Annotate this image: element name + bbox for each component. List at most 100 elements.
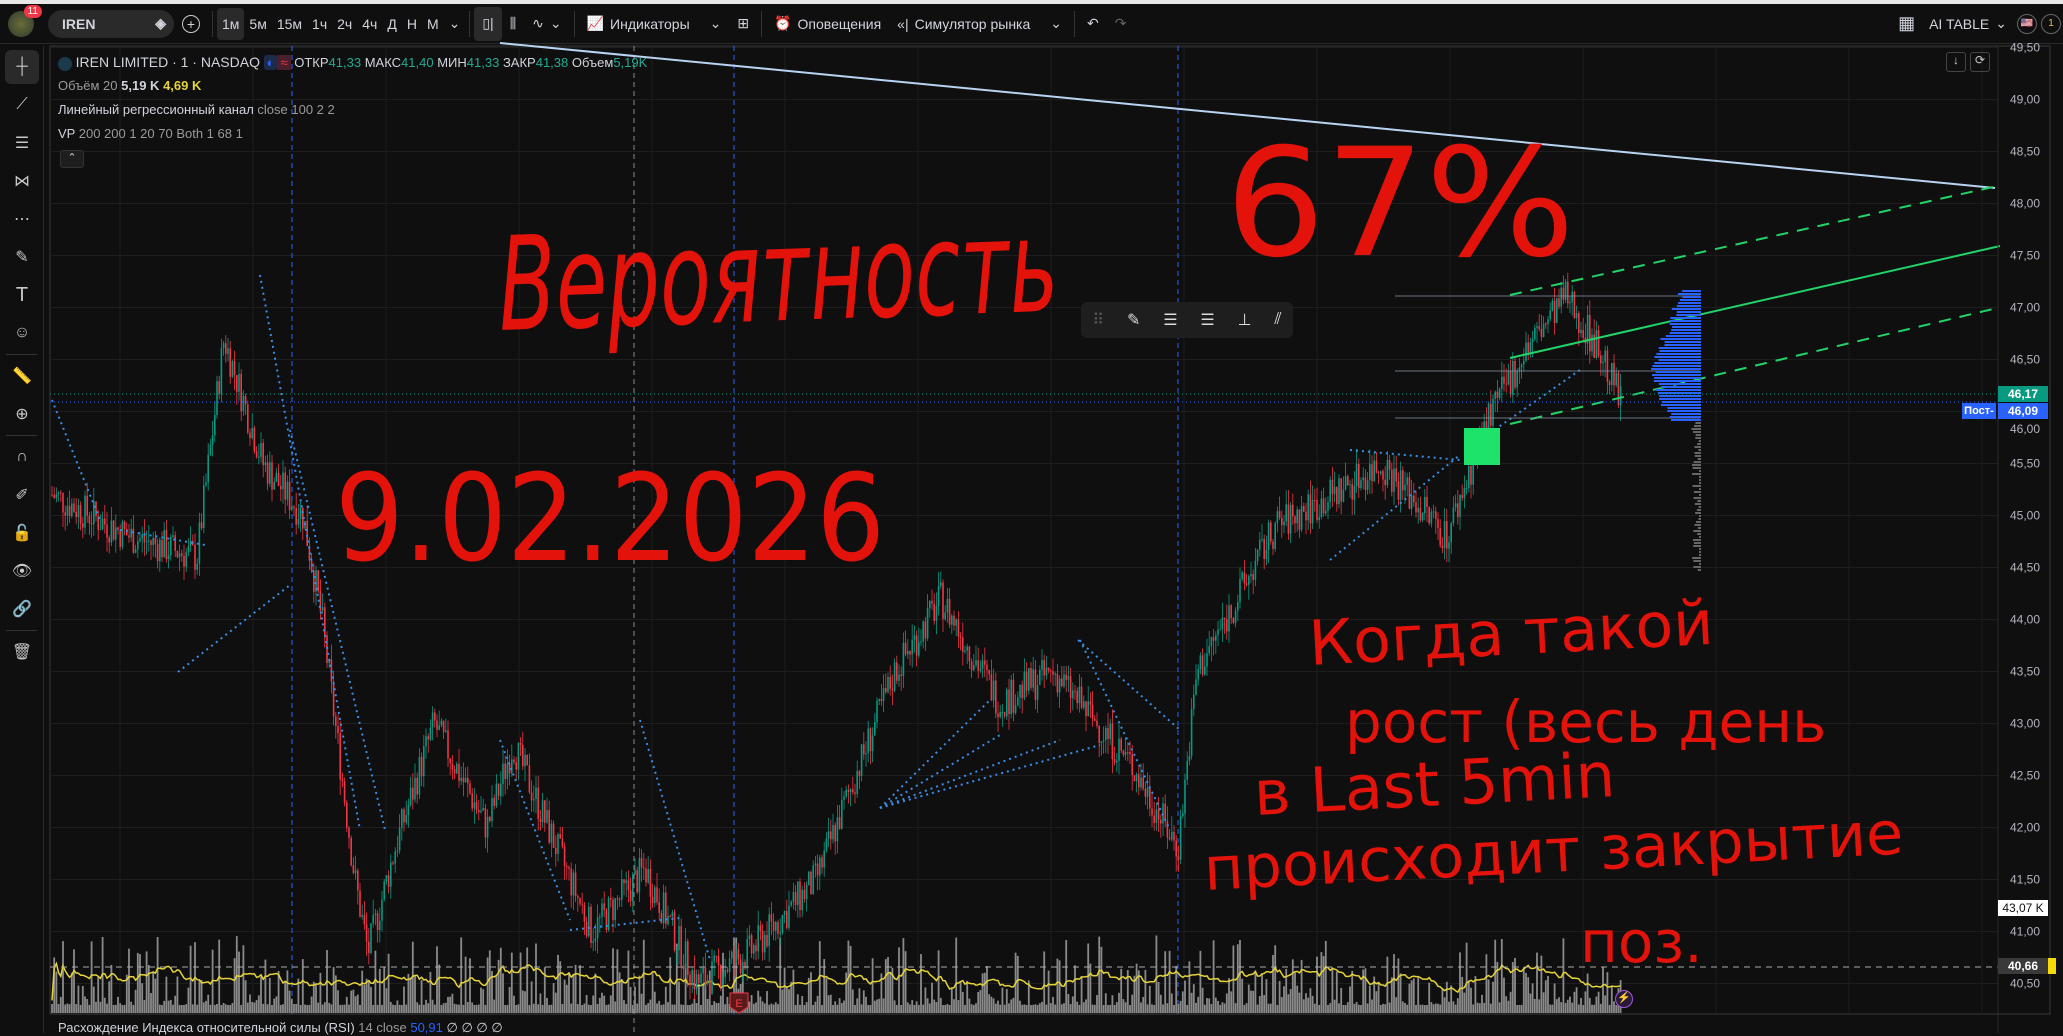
tf-1m[interactable]: 1м <box>217 7 245 40</box>
candle <box>1252 573 1254 580</box>
volume-bar <box>1298 992 1301 1013</box>
diamond-icon[interactable]: ◈ <box>155 15 166 31</box>
ruler-tool[interactable]: 📏 <box>5 359 39 393</box>
flag-button[interactable]: 🇺🇸 <box>2015 7 2039 41</box>
candle <box>1518 367 1521 372</box>
volume-bar <box>1452 1001 1455 1013</box>
dotted-trendline[interactable] <box>1329 454 1461 561</box>
drag-handle-icon[interactable]: ⠿ <box>1092 312 1105 329</box>
price-axis[interactable]: 49,5049,0048,5048,0047,5047,0046,5046,00… <box>2010 41 2040 991</box>
tf-4h[interactable]: 4ч <box>362 15 378 32</box>
forecast-tool[interactable]: ⋯ <box>5 202 39 236</box>
candle <box>440 720 443 726</box>
brush-icon[interactable]: ✎ <box>1126 312 1141 329</box>
dotted-trendline[interactable] <box>1079 639 1171 831</box>
volume-bar <box>1113 1004 1116 1013</box>
emoji-tool[interactable]: ☺ <box>5 316 39 350</box>
earnings-marker[interactable]: E <box>729 992 749 1014</box>
volume-bar <box>95 1001 97 1013</box>
zoom-tool[interactable]: ⊕ <box>5 397 39 431</box>
line-chart-button[interactable]: ∿ ⌄ <box>524 7 569 41</box>
trendline[interactable] <box>499 42 1996 189</box>
indicators-button[interactable]: 📈 Индикаторы ⌄ <box>579 7 730 41</box>
candle <box>185 552 187 567</box>
candle <box>1256 549 1259 561</box>
volume-bar <box>1423 1004 1426 1013</box>
tf-month[interactable]: М <box>426 15 439 32</box>
link-tool[interactable]: 🔗 <box>5 592 39 626</box>
redo-button[interactable]: ↷ <box>1107 7 1135 41</box>
price-range-icon[interactable]: ⊥ <box>1237 312 1252 329</box>
dotted-trendline[interactable] <box>569 917 681 931</box>
reset-scale-button[interactable]: ⟳ <box>1970 52 1990 72</box>
tf-15m[interactable]: 15м <box>276 15 303 32</box>
bars-button[interactable]: ⫼ <box>502 7 524 41</box>
candle <box>1228 605 1230 632</box>
candle <box>1078 686 1081 704</box>
crosshair-tool[interactable]: ┼ <box>5 50 39 84</box>
dotted-trendline[interactable] <box>879 744 1101 809</box>
candle <box>1096 720 1098 726</box>
alerts-button[interactable]: ⏰ Оповещения <box>766 7 889 41</box>
lock-tool[interactable]: 🔓 <box>5 516 39 550</box>
volume-bar <box>356 994 359 1013</box>
volume-bar <box>726 996 729 1013</box>
candle <box>792 891 795 902</box>
volume-bar <box>1373 976 1376 1013</box>
tf-week[interactable]: Н <box>406 15 417 32</box>
dotted-trendline[interactable] <box>1479 369 1581 441</box>
dotted-trendline[interactable] <box>259 274 361 831</box>
fib-tool[interactable]: ☰ <box>5 126 39 160</box>
lock-drawings-tool[interactable]: ✐ <box>5 478 39 512</box>
volume-bar <box>1140 1002 1142 1013</box>
highlight-box[interactable] <box>1464 428 1500 465</box>
account-button[interactable]: 1 <box>2039 7 2063 41</box>
compare-add-button[interactable]: + <box>174 7 208 41</box>
magnet-tool[interactable]: ∩ <box>5 440 39 474</box>
candles-button[interactable]: ▯| <box>474 6 502 41</box>
market-simulator-button[interactable]: «| Симулятор рынка ⌄ <box>889 7 1070 41</box>
collapse-legend-button[interactable]: ⌃ <box>60 150 84 168</box>
tf-2h[interactable]: 2ч <box>337 15 353 32</box>
avatar[interactable]: 11 <box>8 4 42 37</box>
candle <box>247 404 249 433</box>
legend-vp[interactable]: VP 200 200 1 20 70 Both 1 68 1 <box>58 126 243 141</box>
templates-button[interactable]: ⊞ <box>729 7 757 41</box>
legend-title[interactable]: IREN LIMITED · 1 · NASDAQ <box>75 54 260 70</box>
volume-bar <box>1412 978 1415 1013</box>
dotted-trendline[interactable] <box>879 699 991 809</box>
dotted-trendline[interactable] <box>879 739 1061 809</box>
legend-regression[interactable]: Линейный регрессионный канал close 100 2… <box>58 102 335 117</box>
text-tool[interactable]: T <box>5 278 39 312</box>
chevron-down-icon[interactable]: ⌄ <box>448 15 461 31</box>
volume-bar <box>565 984 568 1013</box>
dotted-trendline[interactable] <box>289 429 386 831</box>
rsi-legend[interactable]: Расхождение Индекса относительной силы (… <box>58 1020 503 1036</box>
dotted-trendline[interactable] <box>119 529 206 546</box>
tf-5m[interactable]: 5м <box>249 15 267 32</box>
dotted-trendline[interactable] <box>1349 449 1461 461</box>
dotted-trendline[interactable] <box>499 739 571 921</box>
regression-mid-line[interactable] <box>1509 245 2001 359</box>
tf-day[interactable]: Д <box>387 15 397 32</box>
channel-up-icon[interactable]: ☰ <box>1200 312 1215 329</box>
candle <box>387 875 390 887</box>
trendline-tool[interactable]: ⟋ <box>5 88 39 122</box>
pattern-tool[interactable]: ⋈ <box>5 164 39 198</box>
parallel-lines-icon[interactable]: ⫽ <box>1274 311 1282 328</box>
legend-volume[interactable]: Объём 20 5,19 K 4,69 K <box>58 78 201 93</box>
delete-tool[interactable]: 🗑 <box>5 635 39 669</box>
channel-down-icon[interactable]: ☰ <box>1163 312 1178 329</box>
undo-button[interactable]: ↶ <box>1079 7 1107 41</box>
price-tick: 45,50 <box>2010 457 2040 471</box>
layout-button[interactable]: ▦ AI TABLE ⌄ <box>1890 7 2015 41</box>
dividend-event-icon[interactable]: ⚡ <box>1615 990 1633 1008</box>
hide-tool[interactable]: 👁 <box>5 554 39 588</box>
session-toggle-icon[interactable]: ◐ <box>263 55 278 70</box>
candle <box>1320 498 1323 518</box>
scroll-to-latest-button[interactable]: ↓ <box>1946 52 1966 72</box>
brush-tool[interactable]: ✎ <box>5 240 39 274</box>
symbol-search[interactable]: IREN ◈ <box>48 9 174 38</box>
tf-1h[interactable]: 1ч <box>312 15 328 32</box>
